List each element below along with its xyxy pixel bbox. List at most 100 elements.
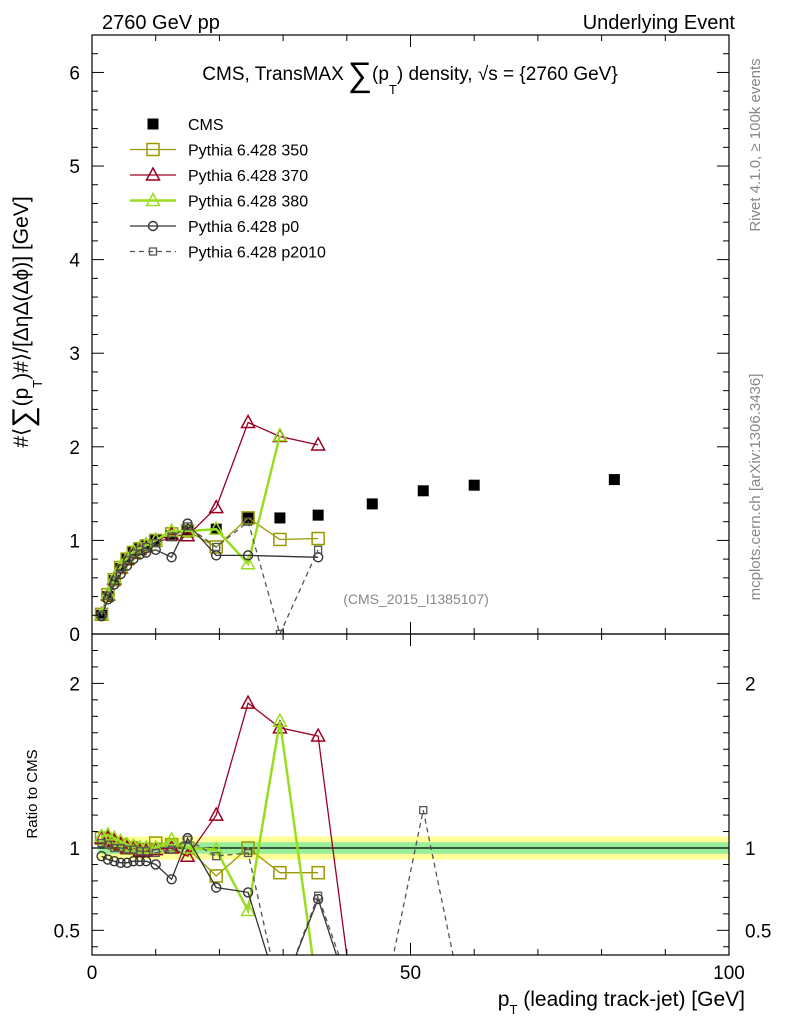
legend-marker <box>145 191 161 207</box>
data-point <box>274 512 286 524</box>
data-point <box>366 498 378 510</box>
y-tick-label: 5 <box>69 157 80 178</box>
data-point <box>116 564 125 573</box>
ratio-point <box>166 874 177 885</box>
legend-label: Pythia 6.428 350 <box>188 143 308 160</box>
data-point <box>608 474 620 486</box>
data-point <box>166 552 177 563</box>
y-axis-label: #⟨∑(pT)#⟩/[ΔηΔ(Δϕ)] [GeV] <box>7 196 45 447</box>
data-point <box>183 522 192 531</box>
mcplots-label: mcplots.cern.ch [arXiv:1306.3436] <box>747 374 764 601</box>
x-tick-label: 0 <box>87 963 98 984</box>
x-axis-label: pT (leading track-jet) [GeV] <box>498 988 745 1017</box>
data-point <box>151 539 160 548</box>
ratio-point <box>115 857 126 869</box>
ratio-point <box>313 891 323 900</box>
ratio-point <box>208 841 224 856</box>
data-point <box>468 479 480 491</box>
data-point <box>275 629 285 634</box>
legend-marker <box>146 142 160 157</box>
series-line-2 <box>100 421 319 615</box>
ratio-point <box>140 855 152 867</box>
ratio-point <box>272 712 288 727</box>
ratio-tick-label-right: 1 <box>745 839 756 860</box>
ratio-point <box>273 865 287 880</box>
legend-marker <box>145 166 161 181</box>
data-point <box>150 544 161 555</box>
legend-label: Pythia 6.428 p2010 <box>188 245 326 262</box>
ratio-point <box>167 845 176 854</box>
data-point <box>243 517 253 526</box>
ratio-point <box>311 865 325 880</box>
data-point <box>122 555 132 565</box>
ratio-tick-label: 2 <box>69 674 80 695</box>
axes: 0 50 100 0 1 2 3 4 5 6 0.5 0.5 1 1 2 2 <box>54 34 771 984</box>
y-tick-label: 4 <box>69 251 80 272</box>
data-point <box>242 550 254 561</box>
upper-series <box>93 413 620 634</box>
data-point <box>110 576 119 585</box>
ratio-point <box>208 806 224 821</box>
ratio-point <box>102 854 114 865</box>
data-point <box>141 542 151 552</box>
ratio-point <box>134 855 145 867</box>
data-point <box>240 413 256 429</box>
x-tick-label: 100 <box>713 963 745 984</box>
data-point <box>134 549 145 560</box>
header-right: Underlying Event <box>583 12 736 34</box>
ratio-point <box>100 826 116 841</box>
data-point <box>208 520 224 535</box>
legend-label: Pythia 6.428 p0 <box>188 219 299 236</box>
data-point <box>167 532 176 541</box>
lower-frame <box>91 633 730 956</box>
ratio-point <box>240 694 256 709</box>
legend: CMS Pythia 6.428 350 Pythia 6.428 370 Pythi… <box>130 117 326 262</box>
x-tick-label: 50 <box>400 963 421 984</box>
data-point <box>212 542 221 552</box>
ratio-point <box>128 855 139 867</box>
ratio-point <box>121 857 133 869</box>
ratio-point <box>93 827 110 843</box>
ratio-point <box>109 855 120 867</box>
ratio-tick-label: 1 <box>69 839 80 860</box>
ratio-point <box>211 882 222 893</box>
ratio-line-3 <box>101 836 338 955</box>
ratio-point <box>212 852 221 861</box>
ratio-y-label: Ratio to CMS <box>24 749 41 838</box>
ratio-point <box>240 901 256 917</box>
data-point <box>208 499 224 514</box>
data-point <box>417 485 429 497</box>
ratio-point <box>179 847 196 862</box>
ratio-tick-label: 0.5 <box>54 921 80 942</box>
ratio-point <box>310 727 326 742</box>
data-point <box>310 436 326 451</box>
ratio-point <box>112 832 129 848</box>
ratio-point <box>419 805 428 815</box>
data-point <box>209 540 223 554</box>
legend-marker <box>147 118 159 130</box>
ratio-tick-label-right: 0.5 <box>745 921 771 942</box>
series-line-5 <box>100 520 319 634</box>
legend-marker <box>147 220 159 232</box>
chart-title: CMS, TransMAX ∑(pT) density, √s = {2760 G… <box>202 56 617 97</box>
ratio-point <box>163 831 180 846</box>
ratio-point <box>96 851 107 862</box>
y-tick-label: 0 <box>69 625 80 646</box>
data-point <box>97 611 106 620</box>
ratio-tick-label-right: 2 <box>745 674 756 695</box>
legend-label: CMS <box>188 117 224 134</box>
data-point <box>103 591 113 600</box>
ratio-line-4 <box>101 809 454 955</box>
y-tick-label: 3 <box>69 344 80 365</box>
legend-label: Pythia 6.428 380 <box>188 194 308 211</box>
rivet-label: Rivet 4.1.0, ≥ 100k events <box>747 58 764 231</box>
y-tick-label: 6 <box>69 63 80 84</box>
header-left: 2760 GeV pp <box>102 12 220 34</box>
data-point <box>182 518 193 529</box>
ratio-point <box>138 839 154 854</box>
ratio-point <box>183 835 192 844</box>
ratio-point <box>106 829 123 844</box>
legend-marker <box>148 247 158 256</box>
legend-label: Pythia 6.428 370 <box>188 168 308 185</box>
